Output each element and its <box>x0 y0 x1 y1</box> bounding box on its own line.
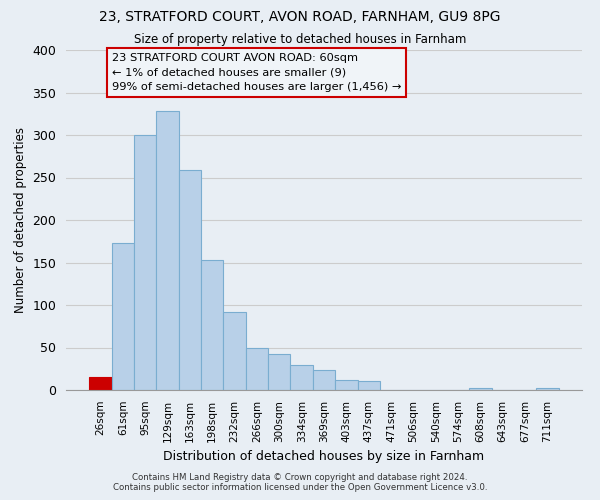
Bar <box>268 354 290 390</box>
Bar <box>246 348 268 390</box>
Bar <box>335 380 358 390</box>
Bar <box>313 370 335 390</box>
X-axis label: Distribution of detached houses by size in Farnham: Distribution of detached houses by size … <box>163 450 485 463</box>
Bar <box>134 135 157 390</box>
Bar <box>112 243 134 390</box>
Text: Size of property relative to detached houses in Farnham: Size of property relative to detached ho… <box>134 32 466 46</box>
Bar <box>223 312 246 390</box>
Bar <box>201 260 223 390</box>
Bar <box>89 378 112 390</box>
Bar <box>536 388 559 390</box>
Text: 23 STRATFORD COURT AVON ROAD: 60sqm
← 1% of detached houses are smaller (9)
99% : 23 STRATFORD COURT AVON ROAD: 60sqm ← 1%… <box>112 52 401 92</box>
Bar <box>290 366 313 390</box>
Text: 23, STRATFORD COURT, AVON ROAD, FARNHAM, GU9 8PG: 23, STRATFORD COURT, AVON ROAD, FARNHAM,… <box>99 10 501 24</box>
Bar <box>469 388 491 390</box>
Y-axis label: Number of detached properties: Number of detached properties <box>14 127 27 313</box>
Text: Contains HM Land Registry data © Crown copyright and database right 2024.
Contai: Contains HM Land Registry data © Crown c… <box>113 473 487 492</box>
Bar <box>358 380 380 390</box>
Bar <box>157 111 179 390</box>
Bar <box>179 170 201 390</box>
